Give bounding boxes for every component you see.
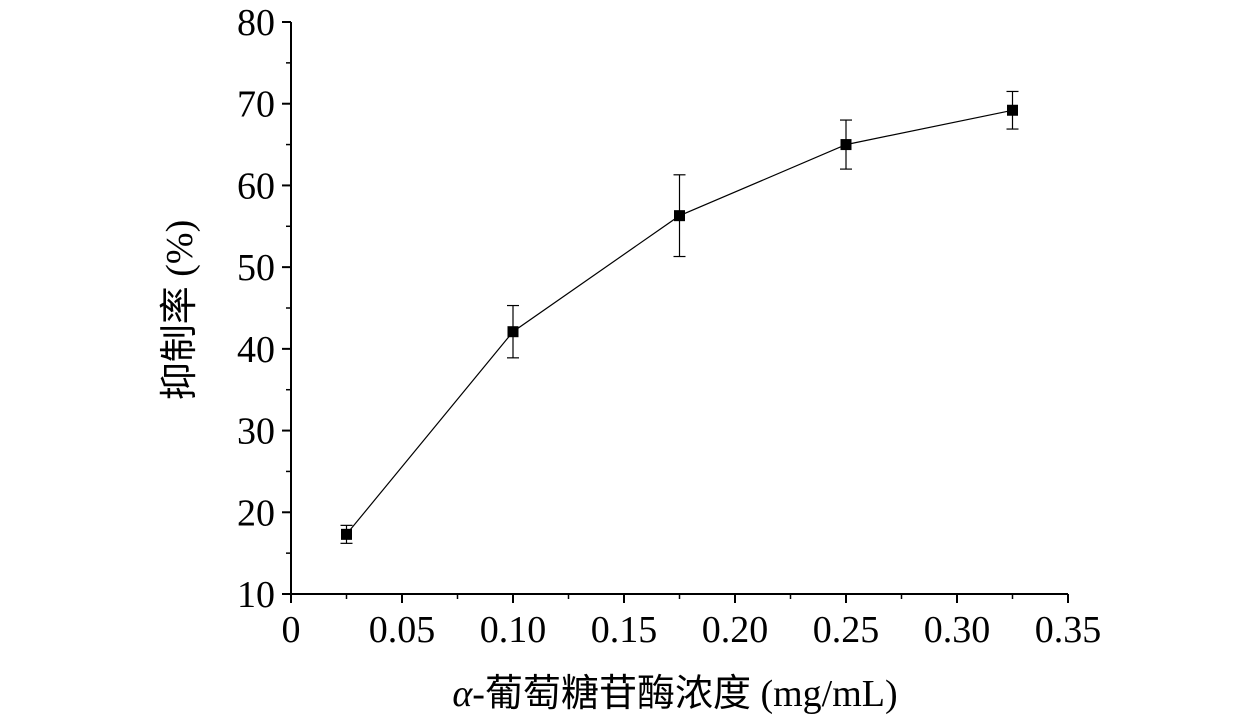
y-tick-label: 80 <box>237 2 275 44</box>
axis-labels: α-葡萄糖苷酶浓度 (mg/mL) 抑制率 (%) <box>159 220 898 715</box>
series-layer <box>340 90 1019 544</box>
y-tick-label: 40 <box>237 329 275 371</box>
data-point <box>507 326 519 338</box>
data-point <box>840 139 852 151</box>
x-axis-title: α-葡萄糖苷酶浓度 (mg/mL) <box>452 673 897 715</box>
y-tick-label: 60 <box>237 165 275 207</box>
data-point <box>341 528 352 540</box>
data-point <box>674 210 685 222</box>
data-point <box>1007 104 1018 116</box>
x-tick-label: 0.30 <box>924 609 991 651</box>
x-tick-label: 0.35 <box>1035 609 1102 651</box>
y-tick-label: 30 <box>237 411 275 453</box>
y-tick-label: 70 <box>237 84 275 126</box>
axes: 0 0.05 0.10 0.15 0.20 0.25 0.30 0.35 10 20 30 40 50 6… <box>237 2 1101 651</box>
x-tick-label: 0 <box>282 609 301 651</box>
x-tick-label: 0.10 <box>480 609 547 651</box>
x-axis-title-alpha: α <box>452 673 473 715</box>
x-tick-label: 0.20 <box>702 609 769 651</box>
y-tick-label: 50 <box>237 247 275 289</box>
series-line <box>346 109 1013 535</box>
y-tick-label: 10 <box>237 574 275 616</box>
x-tick-label: 0.25 <box>813 609 880 651</box>
x-axis-title-rest: -葡萄糖苷酶浓度 (mg/mL) <box>472 673 897 715</box>
x-tick-label: 0.05 <box>369 609 436 651</box>
x-tick-label: 0.15 <box>591 609 658 651</box>
y-tick-label: 20 <box>237 492 275 534</box>
y-axis-title: 抑制率 (%) <box>159 220 201 400</box>
